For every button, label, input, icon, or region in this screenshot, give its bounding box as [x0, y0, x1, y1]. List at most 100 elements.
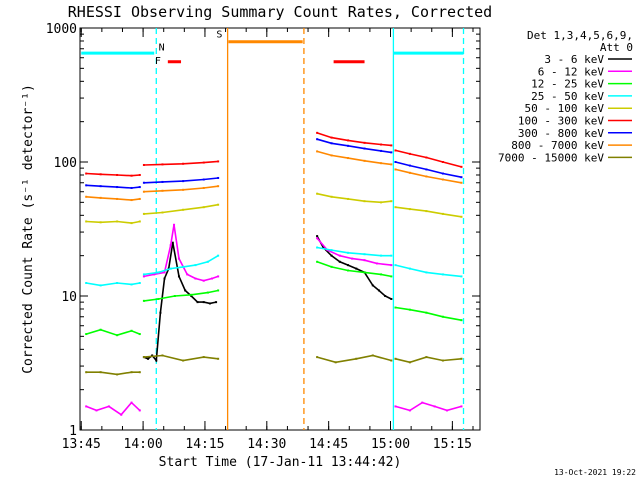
data-point	[202, 206, 205, 209]
data-point	[316, 138, 319, 141]
data-point	[169, 267, 172, 270]
data-point	[330, 154, 333, 157]
data-point	[316, 246, 319, 249]
data-point	[142, 299, 145, 302]
data-point	[85, 195, 88, 198]
x-tick-label: 14:45	[309, 437, 348, 452]
data-point	[390, 359, 393, 362]
data-point	[138, 186, 141, 189]
data-point	[116, 373, 119, 376]
legend-label: 7000 - 15000 keV	[498, 151, 604, 164]
data-point	[182, 359, 185, 362]
data-point	[173, 295, 176, 297]
data-point	[153, 273, 156, 276]
data-point	[316, 260, 319, 263]
data-point	[202, 356, 205, 359]
chart-title: RHESSI Observing Summary Count Rates, Co…	[68, 3, 492, 21]
data-point	[347, 251, 350, 254]
data-point	[184, 289, 187, 292]
y-tick-label: 1000	[46, 22, 77, 37]
data-point	[460, 319, 463, 322]
saa-label: S	[216, 29, 222, 40]
data-point	[316, 235, 319, 238]
y-tick-label: 100	[54, 156, 77, 171]
data-point	[390, 163, 393, 166]
data-point	[190, 293, 193, 296]
legend-label: 25 - 50 keV	[531, 90, 604, 103]
data-point	[138, 220, 141, 223]
data-point	[355, 267, 358, 270]
data-point	[363, 271, 366, 274]
data-point	[377, 289, 380, 292]
legend-label: 300 - 800 keV	[518, 127, 604, 140]
data-point	[338, 260, 341, 263]
data-point	[130, 199, 133, 202]
data-point	[460, 357, 463, 360]
data-point	[217, 176, 220, 179]
data-point	[215, 301, 218, 304]
data-point	[380, 254, 383, 257]
series-line	[316, 261, 392, 278]
data-point	[394, 405, 397, 408]
data-point	[206, 260, 209, 263]
series-line	[316, 192, 392, 204]
data-point	[390, 275, 393, 278]
data-point	[330, 254, 333, 257]
data-point	[99, 371, 102, 374]
data-point	[182, 180, 185, 183]
legend-label: 50 - 100 keV	[525, 102, 605, 115]
data-point	[208, 302, 211, 305]
data-point	[161, 180, 164, 183]
data-point	[347, 264, 350, 267]
data-point	[408, 208, 411, 211]
data-point	[380, 149, 383, 152]
data-point	[330, 249, 333, 252]
data-point	[441, 172, 444, 175]
data-point	[161, 211, 164, 214]
data-point	[138, 282, 141, 285]
data-point	[182, 162, 185, 165]
data-point	[130, 186, 133, 189]
series-1	[85, 223, 463, 416]
x-tick-label: 15:00	[371, 437, 410, 452]
data-point	[363, 147, 366, 150]
data-point	[441, 273, 444, 276]
data-point	[375, 262, 378, 265]
data-point	[130, 174, 133, 177]
data-point	[322, 246, 325, 249]
series-line	[395, 356, 462, 364]
legend-label: 100 - 300 keV	[518, 115, 604, 128]
series-8	[85, 354, 463, 376]
data-point	[151, 354, 154, 357]
data-point	[408, 164, 411, 167]
data-point	[330, 195, 333, 198]
data-point	[171, 241, 174, 244]
data-point	[363, 141, 366, 144]
plot-frame	[79, 27, 481, 431]
data-point	[138, 173, 141, 176]
observing-markers: N S F	[81, 28, 465, 430]
series-group	[85, 131, 463, 416]
series-line	[143, 177, 219, 184]
data-point	[355, 357, 358, 360]
data-point	[460, 215, 463, 218]
data-point	[130, 222, 133, 225]
x-tick-label: 14:15	[185, 437, 224, 452]
series-line	[316, 246, 392, 257]
data-point	[157, 271, 160, 274]
series-line	[316, 354, 392, 364]
data-point	[202, 178, 205, 181]
legend-label: 12 - 25 keV	[531, 78, 604, 91]
series-line	[143, 255, 219, 276]
data-point	[116, 197, 119, 200]
series-line	[143, 203, 219, 215]
series-line	[143, 160, 219, 166]
x-tick-label: 14:30	[247, 437, 286, 452]
data-point	[116, 334, 119, 337]
data-point	[99, 185, 102, 188]
data-point	[194, 264, 197, 267]
data-point	[142, 163, 145, 166]
series-line	[316, 150, 392, 166]
data-point	[394, 161, 397, 163]
